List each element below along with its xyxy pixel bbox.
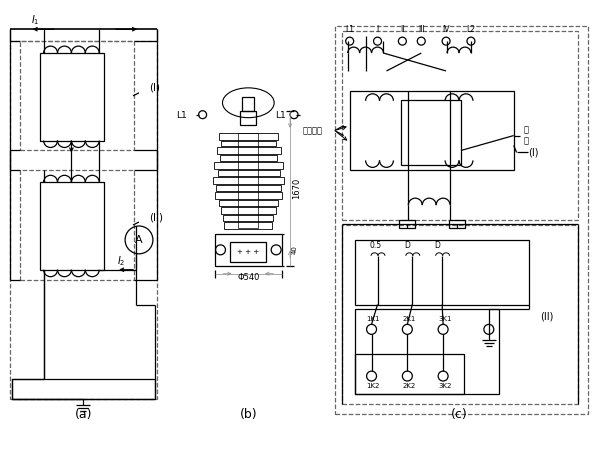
Bar [218, 200, 278, 206]
Text: 40: 40 [292, 245, 298, 254]
Text: (II): (II) [149, 212, 163, 222]
Text: 3K1: 3K1 [438, 316, 452, 322]
Bar [355, 240, 529, 305]
Bar [238, 133, 258, 228]
Bar [20, 171, 134, 279]
Bar [223, 215, 273, 221]
Text: D: D [404, 241, 410, 250]
Text: 1670: 1670 [292, 178, 301, 199]
Text: $I_1$: $I_1$ [31, 14, 39, 27]
Bar [241, 111, 256, 125]
Text: I: I [376, 25, 379, 34]
Bar [350, 91, 514, 171]
Text: (a): (a) [74, 408, 92, 421]
Bar [355, 310, 499, 394]
Bar [218, 171, 280, 176]
Bar [40, 182, 104, 270]
Bar [215, 192, 282, 199]
Text: L1: L1 [345, 25, 354, 34]
Bar [221, 140, 276, 147]
Text: (I): (I) [149, 83, 160, 93]
Text: D: D [434, 241, 440, 250]
Text: L2: L2 [466, 25, 475, 34]
Bar [218, 133, 278, 140]
Text: (I): (I) [529, 148, 539, 157]
Bar [355, 354, 464, 394]
Text: (b): (b) [239, 408, 257, 421]
Bar [12, 379, 155, 399]
Text: 2K1: 2K1 [403, 316, 416, 322]
Text: 0.5: 0.5 [370, 241, 382, 250]
Text: + + +: + + + [237, 249, 259, 255]
Text: 平衡绕组: 平衡绕组 [303, 126, 323, 135]
Bar [221, 207, 276, 214]
Bar [242, 97, 254, 111]
Bar [40, 53, 104, 140]
Bar [224, 222, 272, 229]
Bar [449, 220, 465, 228]
Bar [335, 26, 588, 414]
Bar [342, 225, 578, 404]
Text: II: II [400, 25, 404, 34]
Bar [401, 100, 461, 165]
Text: III: III [418, 25, 425, 34]
Text: 铁
芯: 铁 芯 [524, 126, 529, 145]
Bar [230, 242, 266, 262]
Text: (II): (II) [541, 311, 554, 321]
Bar [214, 162, 283, 169]
Text: L1: L1 [275, 111, 286, 120]
Text: 2K2: 2K2 [403, 383, 416, 389]
Text: 1K1: 1K1 [367, 316, 380, 322]
Bar [217, 148, 281, 154]
Bar [215, 234, 282, 266]
Text: A: A [135, 235, 143, 245]
Bar [215, 185, 281, 191]
Bar [212, 177, 284, 184]
Bar [342, 31, 578, 220]
Text: 3K2: 3K2 [438, 383, 452, 389]
Bar [400, 220, 415, 228]
Text: (c): (c) [451, 408, 467, 421]
Text: $I_2$: $I_2$ [117, 254, 125, 268]
Bar [10, 41, 157, 399]
Text: IV: IV [442, 25, 450, 34]
Bar [220, 155, 277, 162]
Bar [20, 41, 134, 150]
Text: 1K2: 1K2 [367, 383, 380, 389]
Text: Φ540: Φ540 [237, 273, 260, 282]
Text: L1: L1 [176, 111, 187, 120]
